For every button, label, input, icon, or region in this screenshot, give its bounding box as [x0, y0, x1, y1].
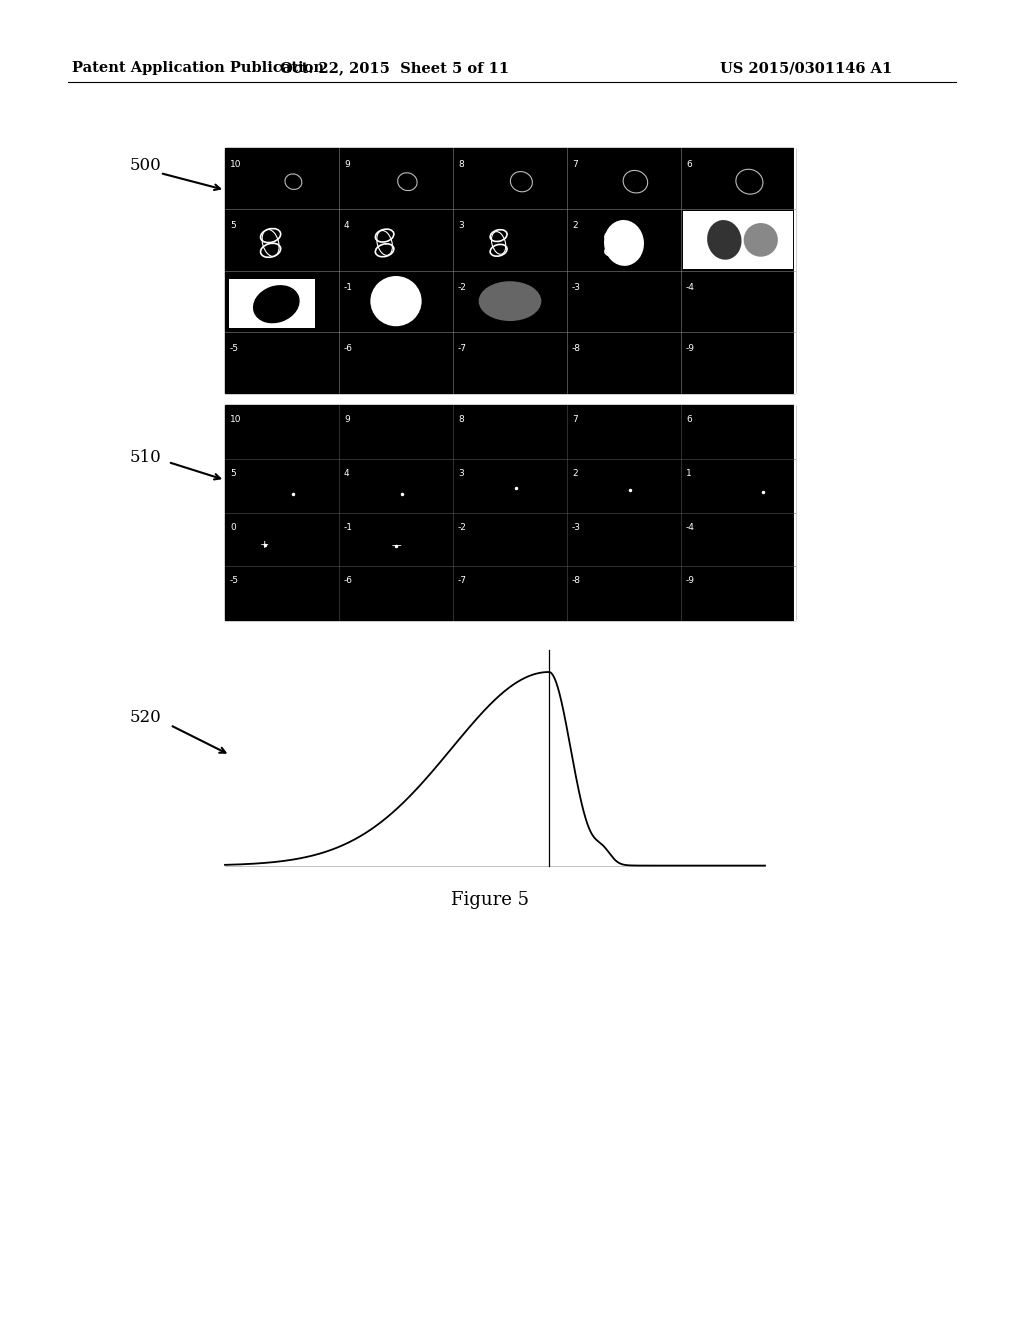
Text: 520: 520	[130, 710, 162, 726]
Bar	[683, 211, 793, 268]
Text: 510: 510	[130, 450, 162, 466]
Text: -1: -1	[344, 523, 353, 532]
Text: 6: 6	[686, 160, 692, 169]
Text: -5: -5	[230, 343, 239, 352]
Ellipse shape	[743, 223, 778, 256]
Text: 0: 0	[230, 523, 236, 532]
Text: Figure 5: Figure 5	[451, 891, 529, 909]
Ellipse shape	[604, 220, 644, 265]
Text: -1: -1	[344, 282, 353, 292]
Text: 7: 7	[572, 160, 578, 169]
Text: +: +	[260, 540, 269, 549]
Text: -9: -9	[686, 343, 695, 352]
Text: 8: 8	[458, 414, 464, 424]
Text: -9: -9	[686, 577, 695, 585]
Text: 4: 4	[344, 222, 349, 230]
Text: 7: 7	[572, 414, 578, 424]
Text: 6: 6	[686, 414, 692, 424]
Text: 5: 5	[230, 222, 236, 230]
Ellipse shape	[371, 276, 422, 326]
Text: -2: -2	[458, 282, 467, 292]
Text: 2: 2	[572, 222, 578, 230]
Text: 9: 9	[344, 160, 350, 169]
Text: Patent Application Publication: Patent Application Publication	[72, 61, 324, 75]
Text: 8: 8	[458, 160, 464, 169]
Text: -7: -7	[458, 577, 467, 585]
Text: -2: -2	[458, 523, 467, 532]
Text: -8: -8	[572, 343, 581, 352]
Text: 1: 1	[686, 469, 692, 478]
Text: 9: 9	[344, 414, 350, 424]
Bar	[225, 405, 795, 620]
Text: -6: -6	[344, 343, 353, 352]
Text: 0: 0	[230, 282, 236, 292]
Text: 5: 5	[230, 469, 236, 478]
Bar	[225, 148, 795, 393]
Text: 2: 2	[572, 469, 578, 478]
Text: 1: 1	[686, 222, 692, 230]
Bar	[229, 279, 314, 327]
Text: 3: 3	[458, 469, 464, 478]
Ellipse shape	[708, 220, 741, 260]
Text: -6: -6	[344, 577, 353, 585]
Text: -4: -4	[686, 523, 695, 532]
Text: -3: -3	[572, 282, 581, 292]
Text: -8: -8	[572, 577, 581, 585]
Text: -4: -4	[686, 282, 695, 292]
Text: —: —	[391, 540, 400, 549]
Ellipse shape	[253, 285, 300, 323]
Text: 4: 4	[344, 469, 349, 478]
Text: -5: -5	[230, 577, 239, 585]
Ellipse shape	[478, 281, 542, 321]
Text: Oct. 22, 2015  Sheet 5 of 11: Oct. 22, 2015 Sheet 5 of 11	[281, 61, 510, 75]
Text: 10: 10	[230, 160, 242, 169]
Text: 10: 10	[230, 414, 242, 424]
Text: US 2015/0301146 A1: US 2015/0301146 A1	[720, 61, 892, 75]
Text: -3: -3	[572, 523, 581, 532]
Text: 500: 500	[130, 157, 162, 173]
Text: -7: -7	[458, 343, 467, 352]
Text: 3: 3	[458, 222, 464, 230]
